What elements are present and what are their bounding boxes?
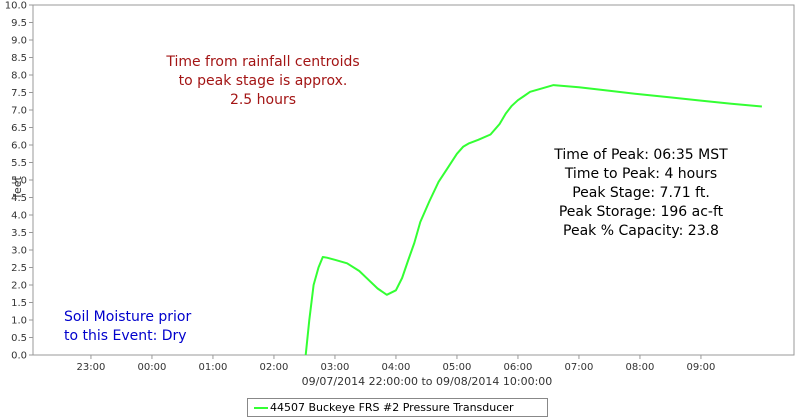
plot-area	[32, 4, 795, 356]
x-tick-label: 06:00	[504, 362, 533, 373]
annotation-rainfall-centroid: Time from rainfall centroids to peak sta…	[150, 53, 376, 110]
annotation-line: 2.5 hours	[229, 92, 297, 108]
y-tick-label: 0.5	[11, 333, 27, 344]
y-tick-label: 2.0	[11, 281, 27, 292]
x-tick-label: 05:00	[443, 362, 472, 373]
annotation-soil-moisture: Soil Moisture prior to this Event: Dry	[64, 308, 191, 346]
y-ticks: 0.0 0.5 1.0 1.5 2.0 2.5 3.0 3.5 4.0 4.5 5.0 5.5 6.0 6…	[5, 1, 33, 362]
x-tick-label: 04:00	[382, 362, 411, 373]
series-line	[304, 84, 762, 356]
x-tick-label: 09:00	[687, 362, 716, 373]
y-tick-label: 3.0	[11, 246, 27, 257]
annotation-line: Peak Stage: 7.71 ft.	[572, 185, 710, 201]
annotation-line: Soil Moisture prior	[64, 309, 192, 325]
annotation-line: Peak % Capacity: 23.8	[563, 223, 719, 239]
axes	[32, 4, 795, 356]
y-tick-label: 5.5	[11, 158, 27, 169]
y-tick-label: 4.5	[11, 193, 27, 204]
y-axis-label: feet	[11, 175, 24, 197]
annotation-line: to peak stage is approx.	[178, 73, 348, 89]
x-tick-label: 03:00	[321, 362, 350, 373]
annotation-line: Time from rainfall centroids	[166, 54, 360, 70]
y-tick-label: 8.5	[11, 53, 27, 64]
x-ticks: 23:00 00:00 01:00 02:00 03:00 04:00 05:00 06:00…	[77, 355, 716, 373]
annotation-line: Time of Peak: 06:35 MST	[554, 147, 728, 163]
y-tick-label: 3.5	[11, 228, 27, 239]
y-tick-label: 9.0	[11, 36, 27, 47]
annotation-line: Peak Storage: 196 ac-ft	[558, 204, 724, 220]
legend-swatch	[254, 406, 268, 409]
y-tick-label: 4.0	[11, 211, 27, 222]
x-tick-label: 23:00	[77, 362, 106, 373]
y-tick-label: 5.0	[11, 176, 27, 187]
legend-label: 44507 Buckeye FRS #2 Pressure Transducer	[270, 401, 514, 414]
y-tick-label: 1.0	[11, 316, 27, 327]
y-tick-label: 0.0	[11, 351, 27, 362]
y-tick-label: 6.5	[11, 123, 27, 134]
y-tick-label: 9.5	[11, 18, 27, 29]
legend: 44507 Buckeye FRS #2 Pressure Transducer	[247, 398, 548, 417]
y-tick-label: 1.5	[11, 298, 27, 309]
y-tick-label: 7.5	[11, 88, 27, 99]
x-tick-label: 02:00	[260, 362, 289, 373]
x-axis-label: 09/07/2014 22:00:00 to 09/08/2014 10:00:…	[302, 375, 553, 388]
series	[304, 84, 762, 356]
y-tick-label: 7.0	[11, 106, 27, 117]
annotation-line: to this Event: Dry	[64, 328, 187, 344]
x-tick-label: 08:00	[626, 362, 655, 373]
annotation-line: Time to Peak: 4 hours	[564, 166, 718, 182]
x-tick-label: 07:00	[565, 362, 594, 373]
x-tick-label: 00:00	[138, 362, 167, 373]
y-tick-label: 6.0	[11, 141, 27, 152]
y-tick-label: 8.0	[11, 71, 27, 82]
x-tick-label: 01:00	[199, 362, 228, 373]
y-tick-label: 10.0	[5, 1, 27, 12]
y-tick-label: 2.5	[11, 263, 27, 274]
annotation-peak-stats: Time of Peak: 06:35 MST Time to Peak: 4 …	[536, 146, 746, 241]
